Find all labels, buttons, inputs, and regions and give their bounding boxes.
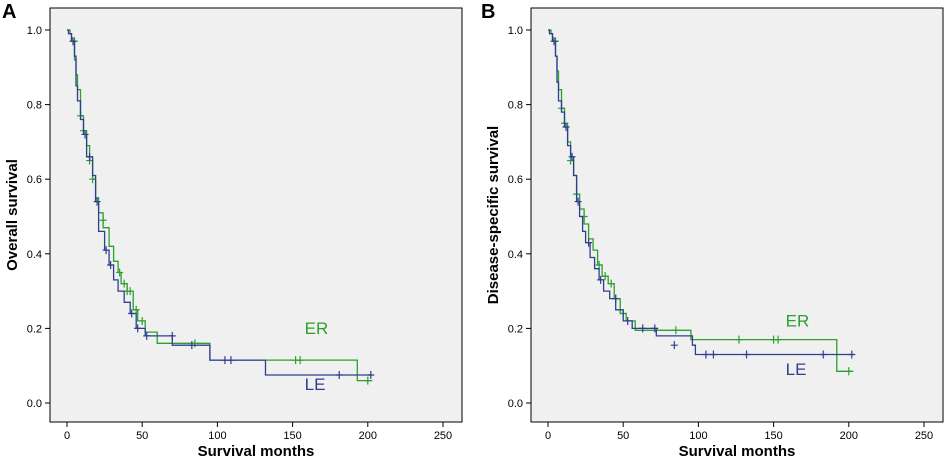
panel-a-y-axis: 0.0 0.2 0.4 0.6 0.8 1.0 — [27, 25, 50, 410]
panel-b-x-tick-label: 150 — [764, 430, 782, 442]
panel-a-le-censor-mark — [168, 331, 176, 340]
panel-b-er-censor-mark — [607, 279, 615, 288]
panel-a-er-censor-mark — [138, 316, 146, 325]
panel-a-y-tick-label: 0.8 — [27, 100, 42, 112]
panel-b-x-axis-label: Survival months — [679, 443, 796, 460]
panel-b-er-censor-mark — [601, 272, 609, 281]
panel-a-series — [67, 29, 375, 385]
panel-a-letter: A — [2, 1, 16, 23]
panel-a-le-censor-mark — [221, 356, 229, 365]
panel-a-x-axis: 0 50 100 150 200 250 — [64, 422, 452, 442]
panel-b-plot-area — [530, 7, 944, 423]
panel-a-x-tick-label: 0 — [64, 430, 70, 442]
panel-b-le-censor-mark — [562, 122, 570, 131]
panel-a-x-tick-label: 150 — [283, 430, 301, 442]
panel-a-legend-er: ER — [305, 319, 329, 338]
panel-b-le-censor-mark — [574, 197, 582, 206]
panel-a-le-censor-mark — [134, 324, 142, 333]
panel-b-le-censor-mark — [624, 316, 632, 325]
panel-a-er-censor-mark — [132, 305, 140, 314]
panel-a-le-censor-mark — [102, 246, 110, 255]
panel-a-er-censor-mark — [296, 356, 304, 365]
panel-a-x-tick-label: 50 — [136, 430, 148, 442]
panel-b-le-censor-mark — [550, 37, 558, 46]
panel-a-y-tick-label: 0.0 — [27, 398, 42, 410]
panel-a-x-tick-label: 100 — [208, 430, 226, 442]
panel-b-y-tick-label: 1.0 — [508, 25, 523, 37]
panel-a-x-tick-label: 200 — [359, 430, 377, 442]
panel-b-le-censor-mark — [568, 152, 576, 161]
panel-b-le-censor-mark — [612, 294, 620, 303]
panel-a-le-censor-mark — [93, 197, 101, 206]
panel-b-y-tick-label: 0.4 — [508, 249, 523, 261]
panel-a-er-censor-mark — [364, 376, 372, 385]
panel-a-er-censor-mark — [120, 279, 128, 288]
panel-a-le-censor-mark — [367, 371, 375, 380]
panel-b-er-censor-mark — [672, 326, 680, 335]
panel-a-y-axis-label: Overall survival — [4, 159, 21, 271]
panel-b-y-axis-label: Disease-specific survival — [485, 126, 502, 304]
panel-b-le-censor-mark — [702, 350, 710, 359]
panel-a-le-censor-mark — [227, 356, 235, 365]
panel-b-series — [548, 29, 856, 376]
panel-a-legend-le: LE — [305, 375, 326, 394]
panel-b-le-censor-mark — [585, 238, 593, 247]
panel-a-x-axis-label: Survival months — [198, 443, 315, 460]
panel-b-le-censor-mark — [651, 324, 659, 333]
panel-b-er-censor-mark — [774, 335, 782, 344]
panel-b-le-censor-mark — [848, 350, 856, 359]
panel-b-er-censor-mark — [735, 335, 743, 344]
panel-b-le-censor-mark — [597, 275, 605, 284]
panel-b-le-censor-mark — [743, 350, 751, 359]
panel-b-er-censor-mark — [845, 367, 853, 376]
panel-b-le-censor-mark — [819, 350, 827, 359]
panel-b-x-tick-label: 250 — [915, 430, 933, 442]
panel-a-plot-area — [49, 7, 463, 423]
panel-a-y-tick-label: 1.0 — [27, 25, 42, 37]
panel-a-y-tick-label: 0.2 — [27, 323, 42, 335]
panel-b: B 0 50 100 150 200 250 0.0 0.2 0.4 0.6 0.8 1.0 Sur… — [481, 1, 944, 460]
panel-b-x-axis: 0 50 100 150 200 250 — [545, 422, 933, 442]
panel-a-le-censor-mark — [86, 152, 94, 161]
panel-a-er-censor-mark — [99, 216, 107, 225]
panel-b-le-censor-mark — [709, 350, 717, 359]
panel-b-x-tick-label: 0 — [545, 430, 551, 442]
panel-b-y-tick-label: 0.8 — [508, 100, 523, 112]
panel-a-er-censor-mark — [89, 175, 97, 184]
panel-a-y-tick-label: 0.4 — [27, 249, 42, 261]
panel-a-er-censor-mark — [191, 339, 199, 348]
panel-b-y-tick-label: 0.2 — [508, 323, 523, 335]
panel-a-le-censor-mark — [335, 371, 343, 380]
panel-b-x-tick-label: 50 — [617, 430, 629, 442]
panel-b-y-axis: 0.0 0.2 0.4 0.6 0.8 1.0 — [508, 25, 531, 410]
panel-a-le-survival-curve — [67, 29, 373, 376]
panel-a-le-censor-mark — [143, 331, 151, 340]
panel-b-er-censor-mark — [567, 156, 575, 165]
panel-a-er-censor-mark — [116, 268, 124, 277]
panel-b-legend-le: LE — [786, 360, 807, 379]
panel-a-y-tick-label: 0.6 — [27, 174, 42, 186]
panel-b-er-censor-mark — [595, 260, 603, 269]
panel-a-le-censor-mark — [107, 260, 115, 269]
panel-a-le-censor-mark — [69, 37, 77, 46]
panel-b-le-censor-mark — [670, 341, 678, 350]
panel-a: A 0 50 100 150 200 250 0.0 0.2 0.4 0.6 0.8 1.0 Sur… — [2, 1, 463, 460]
panel-a-le-censor-mark — [188, 341, 196, 350]
panel-b-le-censor-mark — [639, 324, 647, 333]
panel-b-legend-er: ER — [786, 312, 810, 331]
panel-b-x-tick-label: 100 — [689, 430, 707, 442]
panel-b-y-tick-label: 0.0 — [508, 398, 523, 410]
panel-a-le-censor-mark — [81, 130, 89, 139]
panel-b-letter: B — [481, 1, 495, 23]
panel-b-y-tick-label: 0.6 — [508, 174, 523, 186]
panel-a-x-tick-label: 250 — [434, 430, 452, 442]
panel-a-le-censor-mark — [128, 309, 136, 318]
panel-a-er-censor-mark — [126, 287, 134, 296]
panel-b-x-tick-label: 200 — [840, 430, 858, 442]
